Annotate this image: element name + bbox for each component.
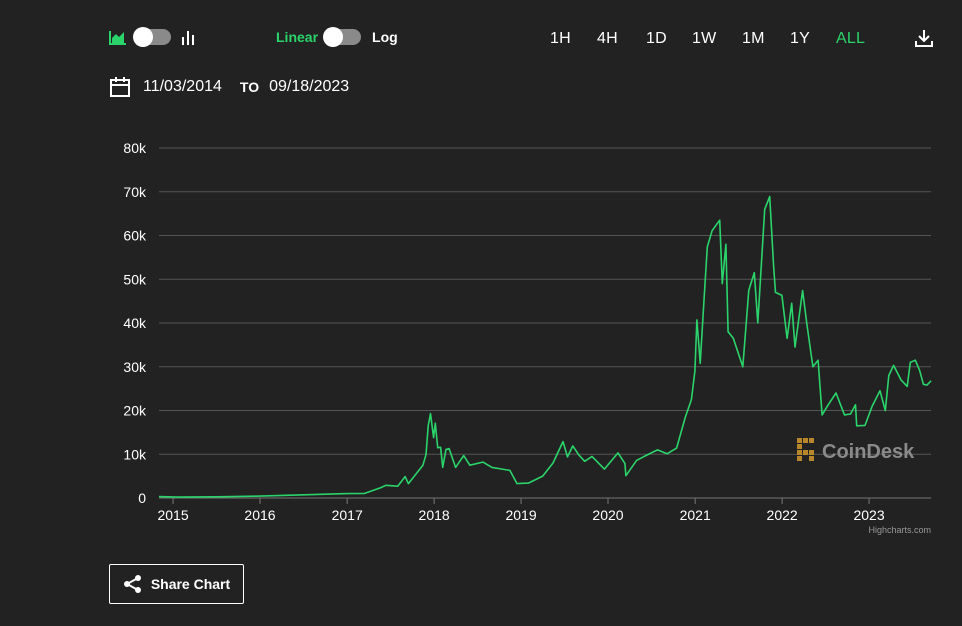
date-from[interactable]: 11/03/2014: [143, 78, 222, 95]
calendar-icon[interactable]: [109, 76, 131, 98]
scale-toggle-group: Linear Log: [276, 27, 398, 47]
scale-linear-label[interactable]: Linear: [276, 29, 319, 45]
watermark-text: CoinDesk: [822, 441, 915, 463]
download-icon[interactable]: [914, 28, 934, 48]
range-button-4h[interactable]: 4H: [597, 30, 618, 47]
range-button-all[interactable]: ALL: [836, 30, 866, 47]
chart-type-toggle-group: [109, 27, 195, 47]
x-tick-label: 2022: [767, 507, 798, 523]
range-button-1m[interactable]: 1M: [742, 30, 765, 47]
y-tick-label: 40k: [123, 315, 147, 331]
coindesk-watermark: CoinDesk: [797, 438, 915, 463]
x-tick-label: 2021: [680, 507, 711, 523]
x-tick-label: 2020: [592, 507, 623, 523]
range-button-1h[interactable]: 1H: [550, 30, 571, 47]
date-range-row: 11/03/2014 TO 09/18/2023: [109, 75, 349, 99]
grid-lines: [159, 147, 931, 499]
range-button-1y[interactable]: 1Y: [790, 30, 810, 47]
y-tick-label: 70k: [123, 184, 147, 200]
area-chart-icon[interactable]: [109, 29, 127, 45]
x-tick-label: 2015: [157, 507, 188, 523]
range-button-1w[interactable]: 1W: [692, 30, 717, 47]
toggle-knob: [323, 27, 344, 47]
y-tick-label: 30k: [123, 359, 147, 375]
share-icon: [123, 575, 141, 593]
y-axis-tick-labels: 0 10k 20k 30k 40k 50k 60k 70k 80k: [123, 140, 147, 506]
x-tick-label: 2017: [332, 507, 363, 523]
x-tick-label: 2023: [853, 507, 884, 523]
x-tick-label: 2018: [419, 507, 450, 523]
date-to-label: TO: [239, 79, 260, 95]
bar-chart-icon[interactable]: [181, 29, 195, 45]
share-chart-button[interactable]: Share Chart: [109, 564, 244, 604]
y-tick-label: 80k: [123, 140, 147, 156]
scale-log-label[interactable]: Log: [372, 29, 398, 45]
y-tick-label: 20k: [123, 403, 147, 419]
price-line: [158, 195, 932, 498]
highcharts-credit[interactable]: Highcharts.com: [868, 525, 931, 535]
chart-toolbar: Linear Log 1H 4H 1D 1W 1M 1Y ALL: [0, 0, 962, 70]
y-tick-label: 50k: [123, 271, 147, 287]
chart-type-toggle[interactable]: [133, 27, 171, 47]
y-tick-label: 60k: [123, 228, 147, 244]
x-axis-tick-labels: 2015 2016 2017 2018 2019 2020 2021 2022 2023: [157, 498, 885, 523]
share-chart-label: Share Chart: [150, 576, 231, 592]
scale-toggle[interactable]: [323, 27, 362, 47]
date-to[interactable]: 09/18/2023: [269, 78, 350, 95]
x-tick-label: 2016: [244, 507, 275, 523]
coindesk-logo-icon: [797, 438, 814, 461]
x-tick-label: 2019: [505, 507, 536, 523]
y-tick-label: 0: [138, 490, 146, 506]
toggle-knob: [133, 27, 153, 47]
range-button-1d[interactable]: 1D: [646, 30, 667, 47]
y-tick-label: 10k: [123, 446, 147, 462]
